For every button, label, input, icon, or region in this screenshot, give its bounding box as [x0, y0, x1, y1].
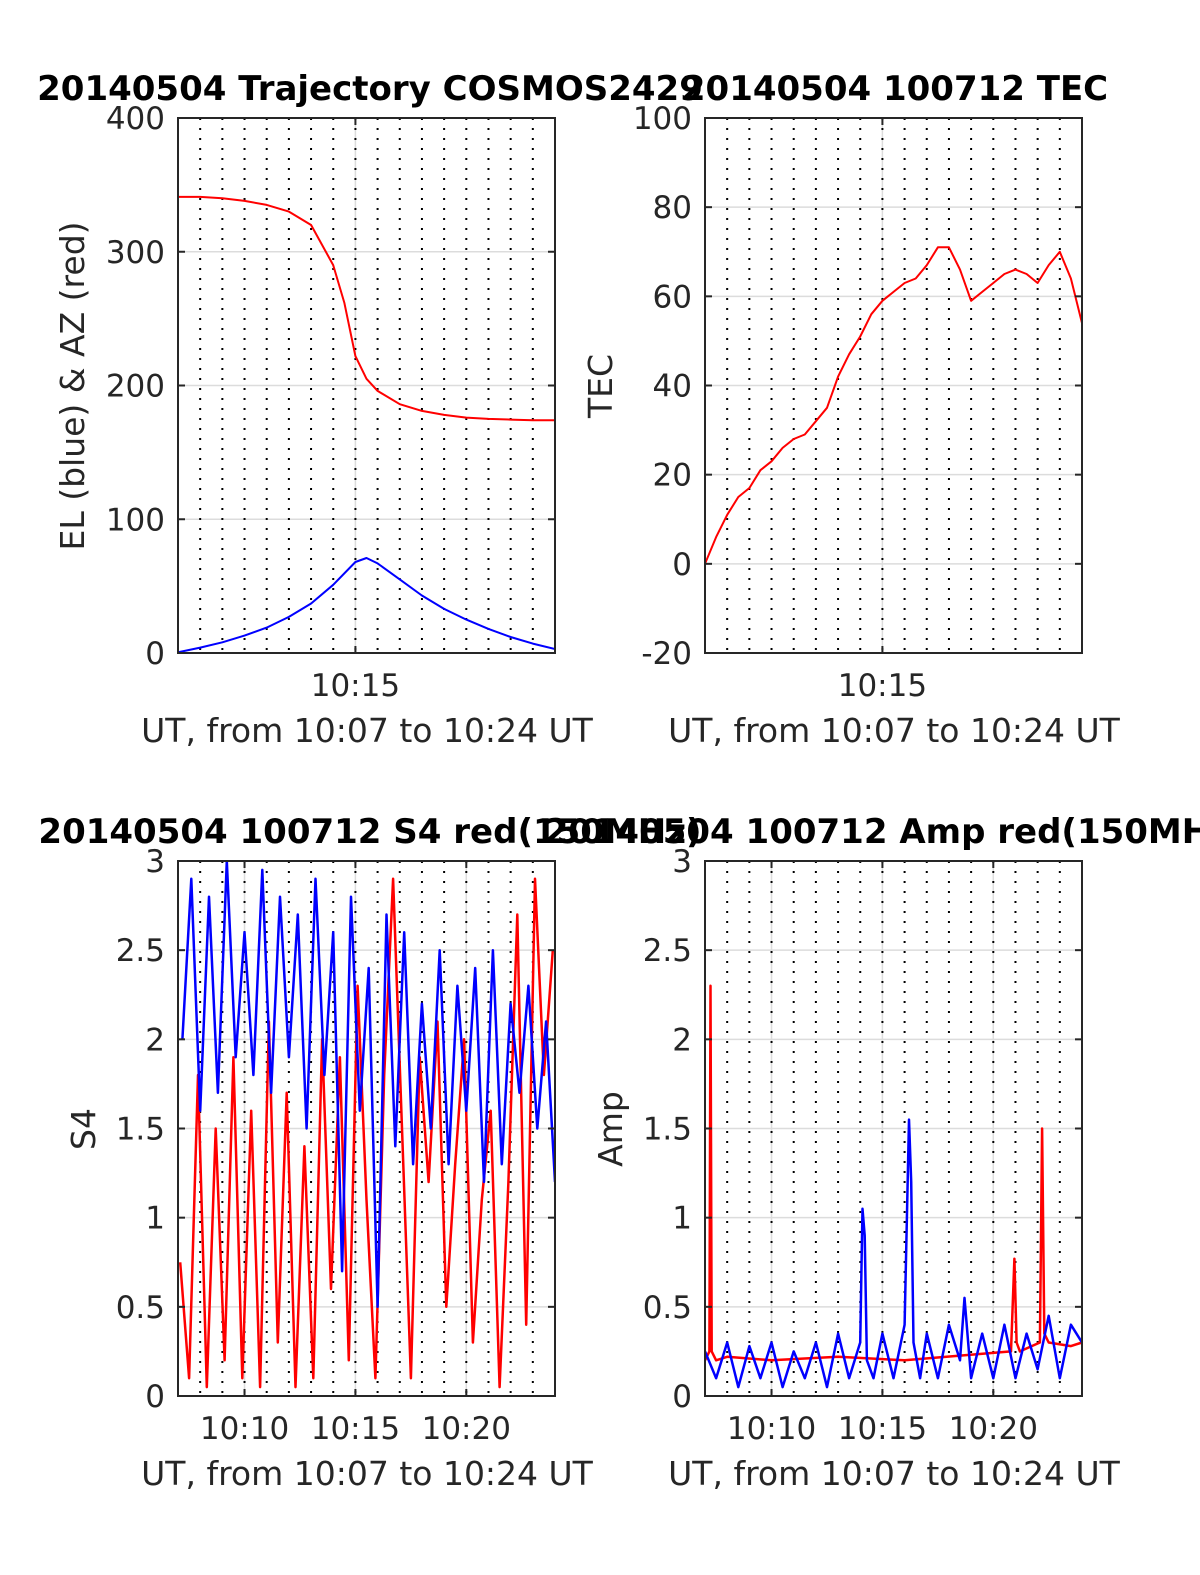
trajectory-ytick-label: 100 [106, 502, 165, 538]
tec-xtick-label: 10:15 [838, 668, 927, 704]
s4-ytick-label: 0 [145, 1379, 165, 1415]
trajectory-axes: 0 100 200 300 400 10:15 [106, 101, 556, 704]
tec-ylabel: TEC [581, 354, 620, 419]
s4-ytick-label: 3 [145, 844, 165, 880]
amp-ylabel: Amp [591, 1091, 630, 1167]
tec-ytick-label: 40 [653, 369, 692, 405]
trajectory-ytick-label: 200 [106, 369, 165, 405]
amp-ytick-label: 0 [672, 1379, 692, 1415]
amp-xtick-label: 10:15 [838, 1411, 927, 1447]
s4-xtick-label: 10:10 [200, 1411, 289, 1447]
s4-axes: 0 0.5 1 1.5 2 2.5 3 10:10 10:15 10:20 [116, 844, 556, 1447]
trajectory-ytick-label: 400 [106, 101, 165, 137]
tec-ytick-label: 60 [653, 279, 692, 315]
s4-ytick-label: 2 [145, 1022, 165, 1058]
amp-ytick-label: 0.5 [643, 1290, 692, 1326]
amp-series-400mhz [705, 1118, 1082, 1389]
amp-ytick-label: 2.5 [643, 933, 692, 969]
tec-ytick-label: 0 [672, 547, 692, 583]
trajectory-ytick-label: 300 [106, 235, 165, 271]
trajectory-series-el [178, 557, 555, 653]
panel-tec: 20140504 100712 TEC UT, from 10:07 to 10… [581, 69, 1121, 750]
amp-xtick-label: 10:10 [727, 1411, 816, 1447]
s4-series-150mhz [178, 877, 555, 1389]
amp-xlabel: UT, from 10:07 to 10:24 UT [668, 1454, 1121, 1493]
tec-axes: -20 0 20 40 60 80 100 10:15 [633, 101, 1083, 704]
amp-axes: 0 0.5 1 1.5 2 2.5 3 10:10 10:15 10:20 [643, 844, 1083, 1447]
trajectory-ylabel: EL (blue) & AZ (red) [53, 221, 92, 550]
panel-trajectory: 20140504 Trajectory COSMOS2429 UT, from … [37, 69, 703, 750]
trajectory-series-az [178, 195, 555, 422]
tec-xlabel: UT, from 10:07 to 10:24 UT [668, 711, 1121, 750]
amp-title: 20140504 100712 Amp red(150MHz) [544, 812, 1200, 852]
amp-ytick-label: 2 [672, 1022, 692, 1058]
tec-title: 20140504 100712 TEC [682, 69, 1108, 109]
tec-ytick-label: 100 [633, 101, 692, 137]
s4-ytick-label: 1 [145, 1201, 165, 1237]
s4-ylabel: S4 [64, 1108, 103, 1150]
trajectory-title: 20140504 Trajectory COSMOS2429 [37, 69, 703, 109]
amp-xtick-label: 10:20 [949, 1411, 1038, 1447]
s4-ytick-label: 1.5 [116, 1112, 165, 1148]
s4-xtick-label: 10:20 [422, 1411, 511, 1447]
trajectory-xtick-label: 10:15 [311, 668, 400, 704]
panel-amp: 20140504 100712 Amp red(150MHz) UT, from… [544, 812, 1200, 1493]
amp-ytick-label: 1 [672, 1201, 692, 1237]
s4-xlabel: UT, from 10:07 to 10:24 UT [141, 1454, 594, 1493]
s4-xtick-label: 10:15 [311, 1411, 400, 1447]
tec-series-tec [705, 246, 1082, 565]
panel-s4: 20140504 100712 S4 red(150MHz) UT, from … [38, 812, 701, 1493]
amp-ytick-label: 3 [672, 844, 692, 880]
trajectory-xlabel: UT, from 10:07 to 10:24 UT [141, 711, 594, 750]
amp-series-150mhz [705, 984, 1082, 1362]
trajectory-ytick-label: 0 [145, 636, 165, 672]
amp-ytick-label: 1.5 [643, 1112, 692, 1148]
s4-title: 20140504 100712 S4 red(150MHz) [38, 812, 701, 852]
tec-ytick-label: 80 [653, 190, 692, 226]
tec-ytick-label: 20 [653, 458, 692, 494]
s4-ytick-label: 2.5 [116, 933, 165, 969]
s4-series-400mhz [181, 861, 555, 1309]
s4-ytick-label: 0.5 [116, 1290, 165, 1326]
tec-ytick-label: -20 [641, 636, 692, 672]
